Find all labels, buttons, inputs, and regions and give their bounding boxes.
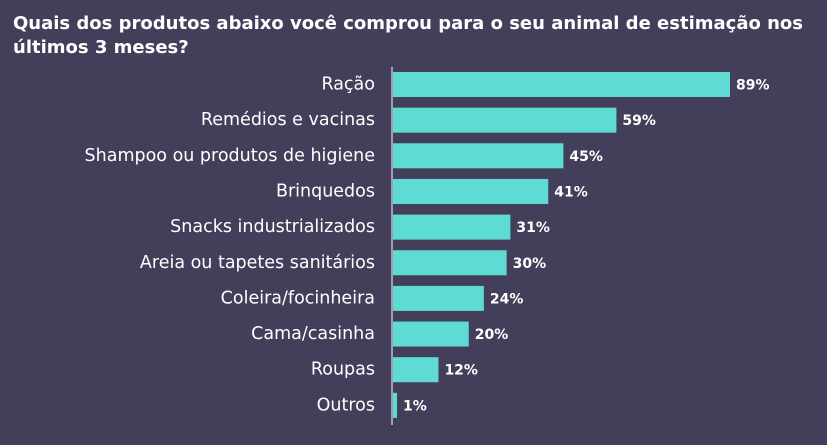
category-label: Roupas [311, 360, 375, 380]
category-label: Areia ou tapetes sanitários [140, 253, 375, 273]
category-label: Ração [321, 75, 375, 95]
category-label: Coleira/focinheira [221, 288, 375, 308]
bar [393, 250, 507, 276]
value-label: 12% [444, 363, 478, 379]
value-label: 59% [622, 113, 656, 129]
category-label: Brinquedos [276, 181, 375, 201]
category-label: Shampoo ou produtos de higiene [85, 146, 375, 166]
bar [393, 72, 730, 97]
value-label: 89% [736, 78, 770, 94]
chart-title: Quais dos produtos abaixo você comprou p… [13, 13, 803, 58]
bar [393, 143, 564, 169]
category-label: Remédios e vacinas [201, 110, 375, 130]
bar [393, 107, 617, 133]
value-label: 31% [516, 220, 550, 236]
value-label: 24% [490, 291, 524, 307]
value-label: 30% [513, 256, 547, 272]
value-label: 20% [475, 327, 509, 343]
bar [393, 178, 549, 204]
bar [393, 357, 439, 383]
category-label: Outros [317, 395, 375, 415]
bar [393, 285, 484, 311]
value-label: 45% [569, 149, 603, 165]
bar [393, 392, 397, 418]
value-label: 1% [403, 398, 427, 414]
category-label: Snacks industrializados [170, 217, 375, 237]
bar [393, 321, 469, 347]
value-label: 41% [554, 184, 588, 200]
bars-group: Ração 89% Remédios e vacinas 59% Shampoo ou … [85, 72, 770, 418]
bar [393, 214, 511, 240]
category-label: Cama/casinha [251, 324, 375, 344]
